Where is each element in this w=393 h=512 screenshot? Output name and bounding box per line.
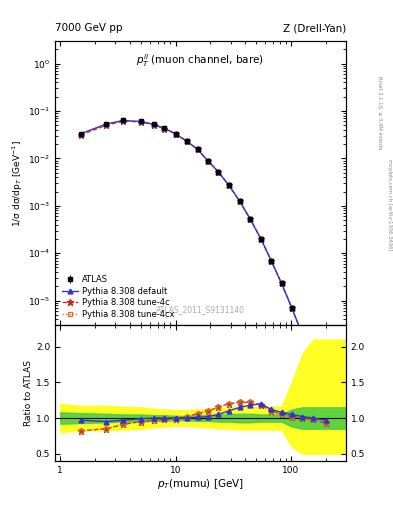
- Pythia 8.308 tune-4c: [226, 182, 231, 188]
- Pythia 8.308 default: [248, 216, 253, 222]
- Text: 7000 GeV pp: 7000 GeV pp: [55, 23, 123, 33]
- Pythia 8.308 tune-4c: [323, 398, 328, 404]
- Pythia 8.308 default: [226, 182, 231, 188]
- Text: ATLAS_2011_S9131140: ATLAS_2011_S9131140: [156, 305, 245, 314]
- Pythia 8.308 tune-4cx: [300, 332, 305, 338]
- Pythia 8.308 tune-4cx: [323, 398, 328, 404]
- Text: Rivet 3.1.10, ≥ 3.4M events: Rivet 3.1.10, ≥ 3.4M events: [377, 76, 382, 150]
- Text: Z (Drell-Yan): Z (Drell-Yan): [283, 23, 346, 33]
- Pythia 8.308 tune-4cx: [184, 138, 189, 144]
- Line: Pythia 8.308 default: Pythia 8.308 default: [78, 118, 328, 404]
- Pythia 8.308 tune-4cx: [162, 126, 167, 132]
- Pythia 8.308 tune-4c: [173, 131, 178, 137]
- Pythia 8.308 default: [237, 198, 242, 204]
- Pythia 8.308 tune-4c: [138, 119, 143, 125]
- Pythia 8.308 tune-4cx: [237, 198, 242, 204]
- Pythia 8.308 tune-4cx: [121, 118, 125, 124]
- Pythia 8.308 default: [311, 363, 316, 369]
- Pythia 8.308 default: [279, 281, 284, 287]
- Pythia 8.308 tune-4c: [248, 216, 253, 222]
- Pythia 8.308 default: [205, 158, 210, 164]
- Pythia 8.308 tune-4cx: [311, 363, 316, 369]
- Pythia 8.308 tune-4cx: [104, 122, 108, 129]
- Pythia 8.308 default: [173, 131, 178, 137]
- Line: Pythia 8.308 tune-4cx: Pythia 8.308 tune-4cx: [78, 119, 328, 404]
- Pythia 8.308 tune-4cx: [226, 182, 231, 188]
- Pythia 8.308 tune-4cx: [152, 122, 156, 128]
- Pythia 8.308 tune-4c: [78, 132, 83, 138]
- Pythia 8.308 tune-4cx: [173, 131, 178, 137]
- X-axis label: $p_T$(mumu) [GeV]: $p_T$(mumu) [GeV]: [157, 477, 244, 492]
- Pythia 8.308 tune-4cx: [269, 258, 274, 264]
- Pythia 8.308 tune-4c: [237, 198, 242, 204]
- Pythia 8.308 tune-4c: [184, 138, 189, 144]
- Pythia 8.308 tune-4c: [195, 146, 200, 153]
- Pythia 8.308 default: [290, 305, 294, 311]
- Pythia 8.308 default: [259, 236, 263, 242]
- Pythia 8.308 tune-4c: [259, 236, 263, 242]
- Pythia 8.308 tune-4c: [152, 122, 156, 128]
- Pythia 8.308 default: [216, 169, 221, 175]
- Text: mcplots.cern.ch [arXiv:1306.3436]: mcplots.cern.ch [arXiv:1306.3436]: [387, 159, 391, 250]
- Pythia 8.308 tune-4c: [216, 169, 221, 175]
- Y-axis label: 1/σ dσ/dp$_T$ [GeV$^{-1}$]: 1/σ dσ/dp$_T$ [GeV$^{-1}$]: [11, 140, 25, 226]
- Pythia 8.308 default: [300, 332, 305, 338]
- Pythia 8.308 tune-4cx: [195, 146, 200, 153]
- Pythia 8.308 tune-4cx: [248, 216, 253, 222]
- Pythia 8.308 tune-4c: [205, 158, 210, 164]
- Pythia 8.308 default: [121, 117, 125, 123]
- Pythia 8.308 default: [78, 131, 83, 137]
- Pythia 8.308 default: [138, 118, 143, 124]
- Pythia 8.308 default: [152, 121, 156, 127]
- Pythia 8.308 tune-4c: [279, 281, 284, 287]
- Pythia 8.308 tune-4cx: [205, 158, 210, 164]
- Pythia 8.308 tune-4c: [290, 305, 294, 311]
- Pythia 8.308 tune-4cx: [78, 132, 83, 138]
- Pythia 8.308 tune-4c: [121, 118, 125, 124]
- Pythia 8.308 tune-4cx: [279, 281, 284, 287]
- Line: Pythia 8.308 tune-4c: Pythia 8.308 tune-4c: [77, 118, 329, 404]
- Pythia 8.308 default: [184, 138, 189, 144]
- Pythia 8.308 tune-4cx: [259, 236, 263, 242]
- Pythia 8.308 default: [162, 125, 167, 132]
- Pythia 8.308 tune-4cx: [216, 169, 221, 175]
- Pythia 8.308 tune-4cx: [138, 119, 143, 125]
- Legend: ATLAS, Pythia 8.308 default, Pythia 8.308 tune-4c, Pythia 8.308 tune-4cx: ATLAS, Pythia 8.308 default, Pythia 8.30…: [59, 273, 177, 321]
- Pythia 8.308 tune-4c: [311, 363, 316, 369]
- Pythia 8.308 default: [195, 146, 200, 153]
- Pythia 8.308 tune-4cx: [290, 305, 294, 311]
- Pythia 8.308 default: [269, 258, 274, 264]
- Pythia 8.308 default: [323, 398, 328, 404]
- Pythia 8.308 tune-4c: [269, 258, 274, 264]
- Pythia 8.308 tune-4c: [162, 126, 167, 132]
- Pythia 8.308 tune-4c: [300, 332, 305, 338]
- Y-axis label: Ratio to ATLAS: Ratio to ATLAS: [24, 360, 33, 426]
- Text: $p_T^{ll}$ (muon channel, bare): $p_T^{ll}$ (muon channel, bare): [136, 52, 264, 69]
- Pythia 8.308 default: [104, 121, 108, 127]
- Pythia 8.308 tune-4c: [104, 122, 108, 129]
